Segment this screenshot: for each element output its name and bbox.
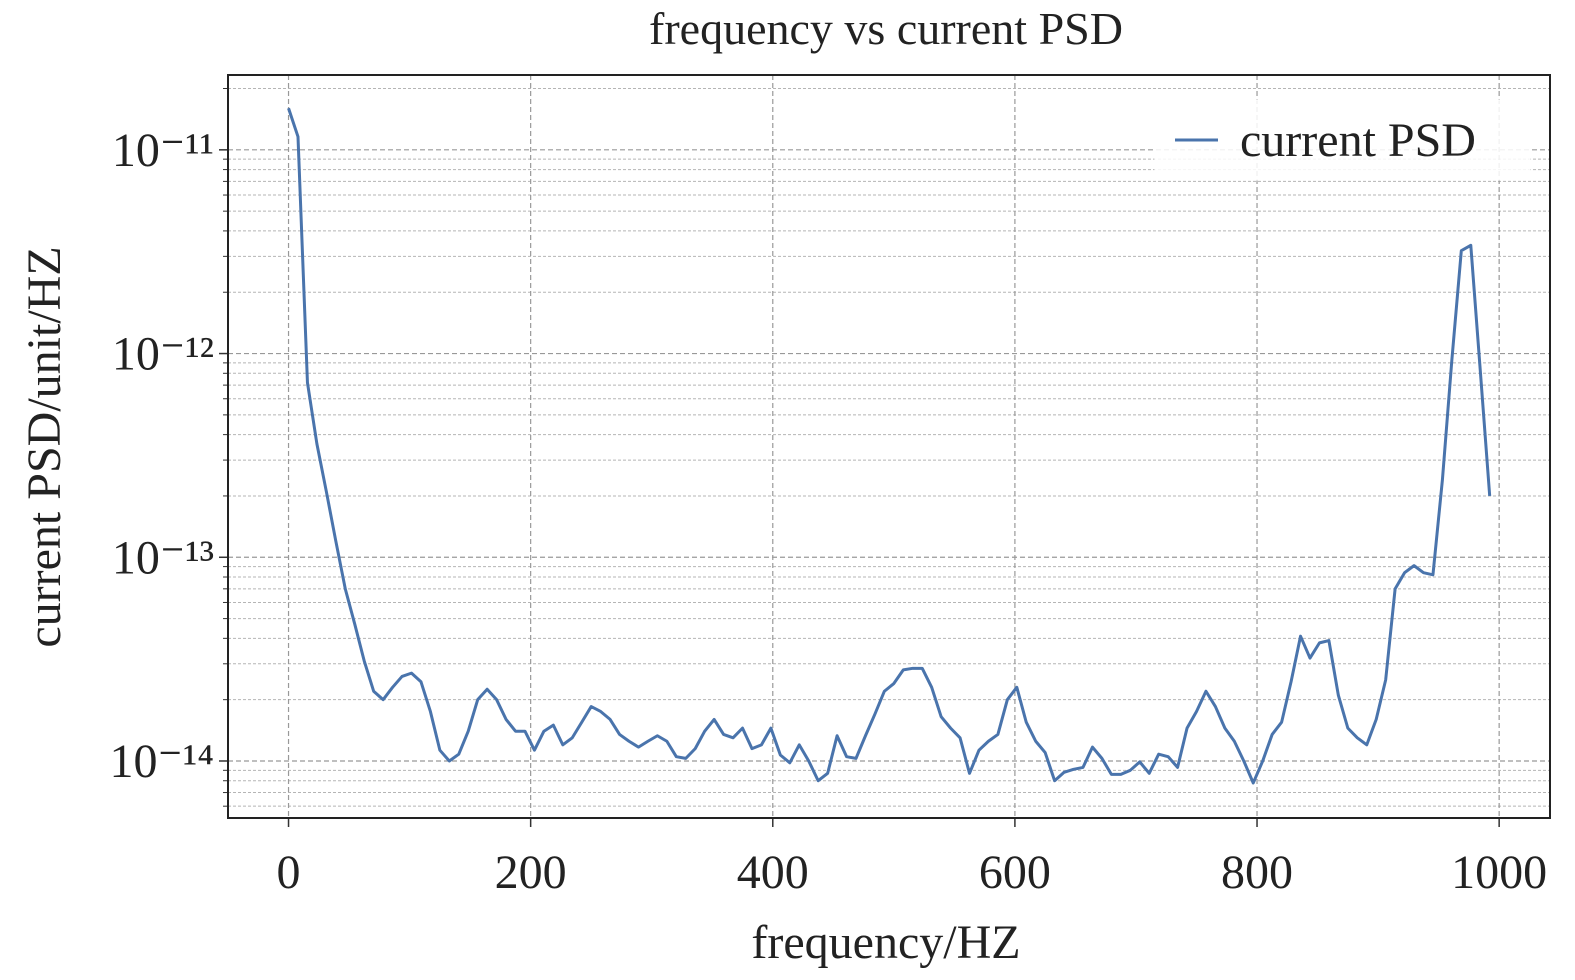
- y-tick-label: 10⁻¹³: [112, 531, 214, 584]
- plot-frame: [227, 74, 1551, 819]
- legend-label: current PSD: [1240, 114, 1476, 167]
- x-tick-label: 0: [277, 846, 301, 899]
- x-tick-label: 400: [737, 846, 809, 899]
- x-axis-label: frequency/HZ: [751, 916, 1020, 969]
- x-tick-label: 600: [979, 846, 1051, 899]
- x-tick-label: 800: [1221, 846, 1293, 899]
- data-line: [287, 107, 1492, 785]
- y-tick-label: 10⁻¹⁴: [110, 735, 214, 788]
- y-axis-label: current PSD/unit/HZ: [18, 246, 71, 647]
- y-tick-label: 10⁻¹²: [112, 328, 214, 381]
- x-tick-label: 1000: [1451, 846, 1547, 899]
- y-tick-label: 10⁻¹¹: [112, 124, 214, 177]
- chart-title: frequency vs current PSD: [649, 3, 1123, 54]
- x-tick-label: 200: [495, 846, 567, 899]
